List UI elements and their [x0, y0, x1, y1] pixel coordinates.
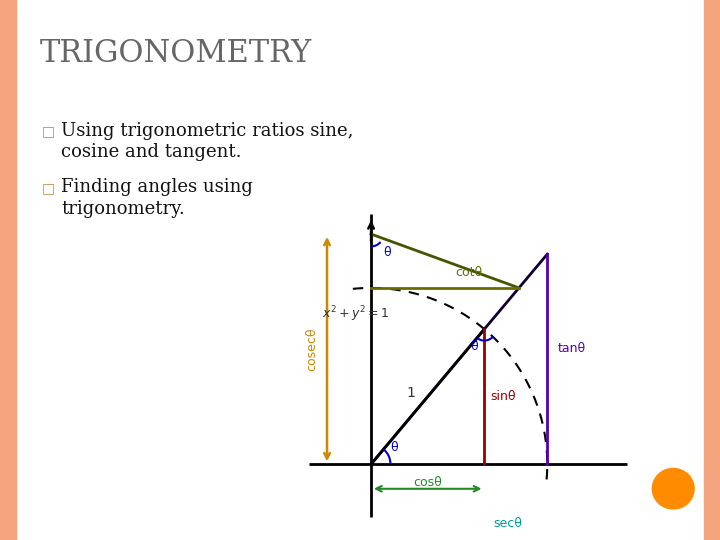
Text: Finding angles using: Finding angles using	[61, 178, 253, 196]
Text: trigonometry.: trigonometry.	[61, 200, 185, 218]
Bar	[0, 0, 16, 540]
Ellipse shape	[652, 468, 694, 509]
Text: θ: θ	[470, 340, 477, 353]
Text: 1: 1	[407, 386, 415, 400]
Text: $x^2 + y^2 = 1$: $x^2 + y^2 = 1$	[322, 305, 390, 324]
Text: □: □	[42, 124, 55, 138]
Text: cosθ: cosθ	[413, 476, 442, 489]
Text: cotθ: cotθ	[456, 266, 482, 279]
Text: sinθ: sinθ	[490, 390, 516, 403]
Text: θ: θ	[390, 441, 398, 454]
Text: TRIGONOMETRY: TRIGONOMETRY	[40, 38, 312, 69]
Text: secθ: secθ	[494, 517, 523, 530]
Text: cosecθ: cosecθ	[305, 327, 318, 371]
Text: Using trigonometric ratios sine,: Using trigonometric ratios sine,	[61, 122, 354, 139]
Text: cosine and tangent.: cosine and tangent.	[61, 143, 242, 161]
Text: tanθ: tanθ	[558, 342, 586, 355]
Text: □: □	[42, 181, 55, 195]
Text: θ: θ	[384, 246, 391, 259]
Bar	[704, 0, 720, 540]
